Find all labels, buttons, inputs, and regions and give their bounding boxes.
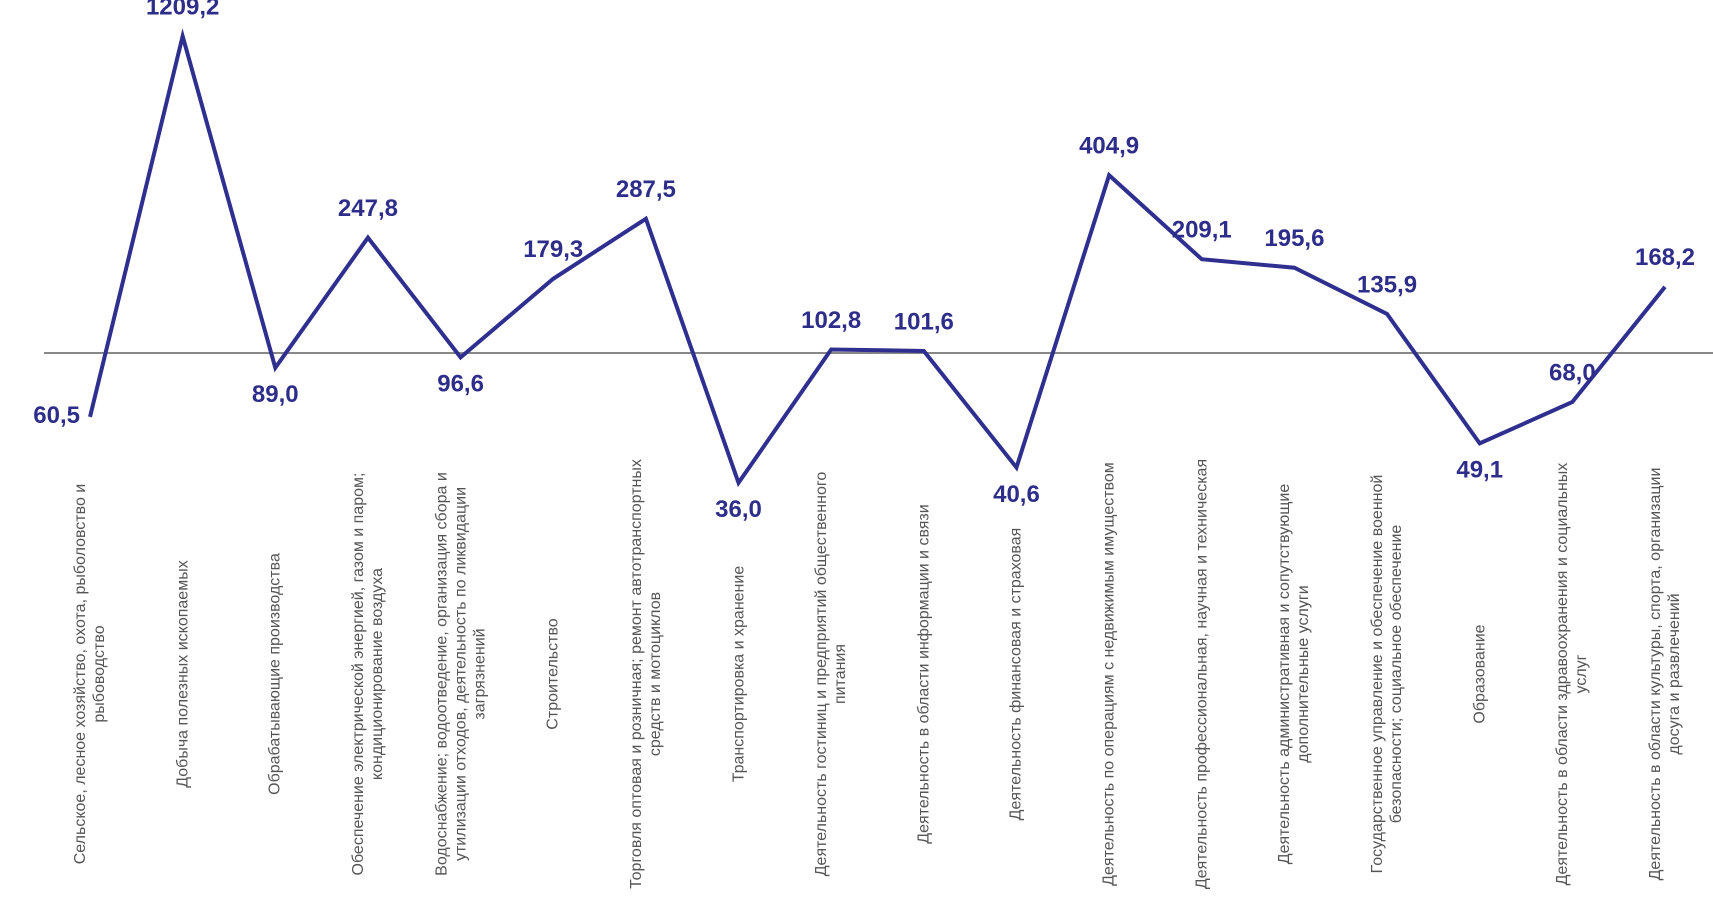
value-label: 68,0 [1549, 359, 1596, 386]
x-tick-label: Деятельность по операциям с недвижимым и… [1100, 462, 1118, 886]
value-label: 195,6 [1264, 225, 1324, 252]
value-label: 287,5 [616, 176, 676, 203]
x-tick-label: Деятельность в области информации и связ… [915, 504, 933, 844]
value-label: 36,0 [715, 496, 762, 523]
x-tick-label: Добыча полезных ископаемых [174, 560, 192, 788]
line [88, 28, 1667, 488]
x-tick-label: Обеспечение электрической энергией, газо… [349, 472, 386, 876]
x-tick-label: Транспортировка и хранение [730, 565, 748, 783]
x-tick-label: Деятельность гостиниц и предприятий обще… [813, 471, 850, 877]
x-tick-label: Деятельность финансовая и страховая [1007, 527, 1025, 821]
x-tick-label: Сельское, лесное хозяйство, охота, рыбол… [72, 483, 108, 865]
value-label: 96,6 [437, 371, 484, 398]
value-label: 209,1 [1172, 217, 1232, 244]
value-label: 179,3 [523, 236, 583, 263]
value-label: 89,0 [252, 381, 299, 408]
x-tick-label: Деятельность в области здравоохранения и… [1554, 462, 1591, 886]
x-tick-label: Торговля оптовая и розничная; ремонт авт… [627, 459, 664, 889]
x-tick-label: Деятельность профессиональная, научная и… [1193, 458, 1211, 890]
value-label: 168,2 [1635, 244, 1695, 271]
value-label: 49,1 [1456, 457, 1503, 484]
value-label: 60,5 [33, 402, 80, 429]
x-tick-label: Водоснабжение; водоотведение, организаци… [433, 472, 489, 876]
x-tick-label: Деятельность в области культуры, спорта,… [1647, 467, 1683, 881]
x-tick-label: Обрабатывающие производства [266, 553, 284, 795]
x-tick-label: Образование [1471, 624, 1489, 724]
x-tick-label: Деятельность административная и сопутств… [1276, 483, 1313, 865]
value-label: 404,9 [1079, 133, 1139, 160]
value-label: 101,6 [894, 308, 954, 335]
x-tick-label: Государственное управление и обеспечение… [1369, 474, 1406, 874]
value-label: 247,8 [338, 195, 398, 222]
x-tick-label: Строительство [544, 618, 562, 730]
value-label: 102,8 [801, 307, 861, 334]
value-label: 1209,2 [146, 0, 219, 21]
value-label: 40,6 [993, 481, 1040, 508]
value-label: 135,9 [1357, 271, 1417, 298]
